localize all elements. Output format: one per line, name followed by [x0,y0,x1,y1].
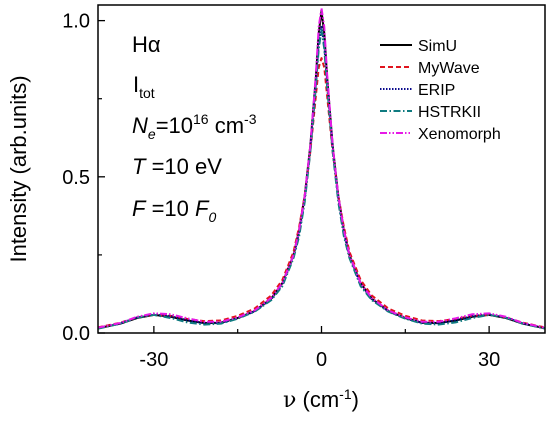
x-axis-unit: (cm [296,387,339,412]
annotation-block: Hα Itot Ne=1016 cm-3 T =10 eV F =10 F0 [132,32,257,225]
y-tick-label: 0.5 [62,167,90,189]
legend-label-mywave: MyWave [418,60,480,77]
x-axis-symbol: ν [283,388,296,413]
annotation-density-unit-exp: -3 [244,111,257,127]
annotation-temperature-value: =10 eV [145,154,222,179]
annotation-intensity-sub: tot [139,85,155,101]
annotation-field-f0-sub: 0 [208,209,216,225]
ticks-layer: -30 0 300.00.51.0 [62,11,500,371]
annotation-intensity-main: I [133,72,139,97]
y-tick-label: 1.0 [62,11,90,33]
x-axis-label: ν (cm-1) [283,386,359,413]
legend-label-erip: ERIP [418,82,455,99]
series-line-hstrkii [97,28,546,330]
series-layer [97,7,546,330]
x-tick-label: 30 [478,349,500,371]
y-tick-label: 0.0 [62,323,90,345]
annotation-density-exp: 16 [193,111,209,127]
annotation-line-name: Hα [132,32,161,57]
x-axis-unit-exponent: -1 [339,386,352,402]
annotation-intensity: Itot [133,72,155,101]
series-line-mywave [97,57,546,329]
x-axis-close: ) [352,387,359,412]
annotation-density-symbol: N [132,113,148,138]
series-line-xenomorph [97,7,546,329]
annotation-temperature: T =10 eV [132,154,222,179]
legend: SimU MyWave ERIP HSTRKII Xenomorph [380,38,501,143]
y-axis-label: Intensity (arb.units) [6,75,31,262]
x-tick-label: 0 [316,349,327,371]
series-line-erip [97,25,546,329]
annotation-line-name-text: Hα [132,32,161,57]
legend-label-xenomorph: Xenomorph [418,126,501,143]
annotation-density: Ne=1016 cm-3 [132,111,257,142]
annotation-density-sub: e [148,126,156,142]
annotation-temperature-symbol: T [132,154,147,179]
annotation-field: F =10 F0 [132,196,216,225]
x-tick-label: -30 [139,349,168,371]
annotation-field-f0-symbol: F [195,196,210,221]
annotation-field-symbol: F [132,196,147,221]
legend-label-hstrkii: HSTRKII [418,104,481,121]
legend-label-simu: SimU [418,38,457,55]
annotation-density-value: =10 [156,113,193,138]
annotation-density-unit: cm [209,113,244,138]
annotation-field-value: =10 [145,196,195,221]
